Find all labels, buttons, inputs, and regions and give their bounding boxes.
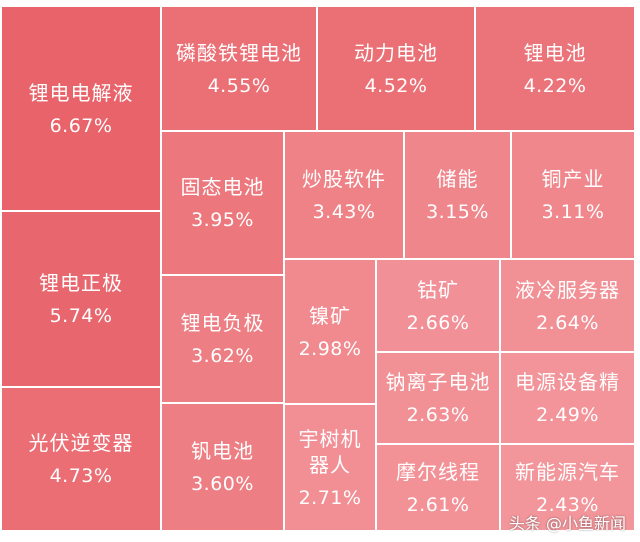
treemap-tile: 电源设备精 2.49% — [499, 351, 636, 445]
tile-label: 磷酸铁锂电池 — [176, 40, 302, 65]
treemap-tile: 钠离子电池 2.63% — [375, 351, 501, 445]
tile-value: 2.63% — [406, 404, 470, 426]
tile-label: 固态电池 — [180, 175, 265, 199]
tile-label: 锂电池 — [523, 40, 587, 65]
treemap-tile: 锂电正极 5.74% — [0, 210, 162, 388]
watermark: 头条 @小鱼新闻 — [509, 510, 626, 534]
tile-value: 3.43% — [312, 201, 376, 223]
tile-label: 锂电电解液 — [28, 80, 134, 105]
treemap-tile: 储能 3.15% — [403, 130, 512, 260]
treemap-tile: 钴矿 2.66% — [375, 258, 501, 353]
treemap-tile: 磷酸铁锂电池 4.55% — [160, 5, 318, 132]
watermark-text: 头条 @小鱼新闻 — [508, 514, 626, 533]
tile-label: 铜产业 — [541, 167, 605, 191]
tile-value: 5.74% — [49, 305, 113, 327]
treemap-tile: 动力电池 4.52% — [316, 5, 476, 132]
treemap-tile: 炒股软件 3.43% — [283, 130, 405, 260]
treemap-tile: 摩尔线程 2.61% — [375, 443, 501, 532]
tile-label: 电源设备精 — [515, 370, 620, 394]
tile-label: 炒股软件 — [302, 167, 386, 191]
tile-label: 宇树机 器人 — [298, 426, 362, 477]
tile-label: 动力电池 — [354, 40, 438, 65]
treemap-tile: 光伏逆变器 4.73% — [0, 386, 162, 532]
tile-label: 摩尔线程 — [396, 459, 480, 484]
treemap-tile: 锂电负极 3.62% — [160, 274, 285, 404]
tile-value: 3.60% — [191, 473, 254, 495]
tile-label: 液冷服务器 — [515, 277, 620, 302]
tile-label: 钠离子电池 — [385, 370, 491, 394]
tile-label: 储能 — [436, 167, 479, 191]
tile-label: 光伏逆变器 — [28, 431, 134, 455]
tile-value: 2.98% — [298, 337, 362, 360]
tile-value: 3.62% — [191, 345, 254, 367]
tile-value: 2.66% — [406, 311, 470, 334]
treemap-tile: 锂电池 4.22% — [474, 5, 636, 132]
tile-value: 2.64% — [536, 311, 599, 334]
tile-label: 镍矿 — [309, 303, 351, 328]
treemap-tile: 液冷服务器 2.64% — [499, 258, 636, 353]
treemap-tile: 铜产业 3.11% — [510, 130, 636, 260]
tile-value: 3.15% — [426, 201, 489, 223]
treemap-tile: 新能源汽车 2.43% — [499, 443, 636, 532]
tile-value: 2.43% — [536, 493, 599, 516]
tile-label: 钴矿 — [417, 277, 459, 302]
tile-value: 4.52% — [364, 74, 428, 97]
treemap-tile: 钒电池 3.60% — [160, 402, 285, 532]
tile-value: 2.49% — [536, 404, 599, 426]
treemap-tile: 镍矿 2.98% — [283, 258, 377, 405]
tile-label: 锂电负极 — [180, 311, 265, 335]
tile-value: 2.71% — [298, 486, 362, 509]
treemap-tile: 固态电池 3.95% — [160, 130, 285, 276]
tile-value: 3.11% — [541, 201, 605, 223]
tile-label: 钒电池 — [191, 439, 254, 463]
treemap-tile: 锂电电解液 6.67% — [0, 5, 162, 212]
tile-label: 新能源汽车 — [515, 459, 620, 484]
tile-value: 6.67% — [49, 114, 113, 137]
tile-value: 4.22% — [523, 74, 587, 97]
tile-label: 锂电正极 — [39, 271, 123, 295]
tile-value: 3.95% — [191, 209, 254, 231]
tile-value: 4.73% — [49, 465, 113, 487]
tile-value: 4.55% — [207, 74, 271, 97]
tile-value: 2.61% — [406, 493, 470, 516]
treemap-tile: 宇树机 器人 2.71% — [283, 403, 377, 532]
